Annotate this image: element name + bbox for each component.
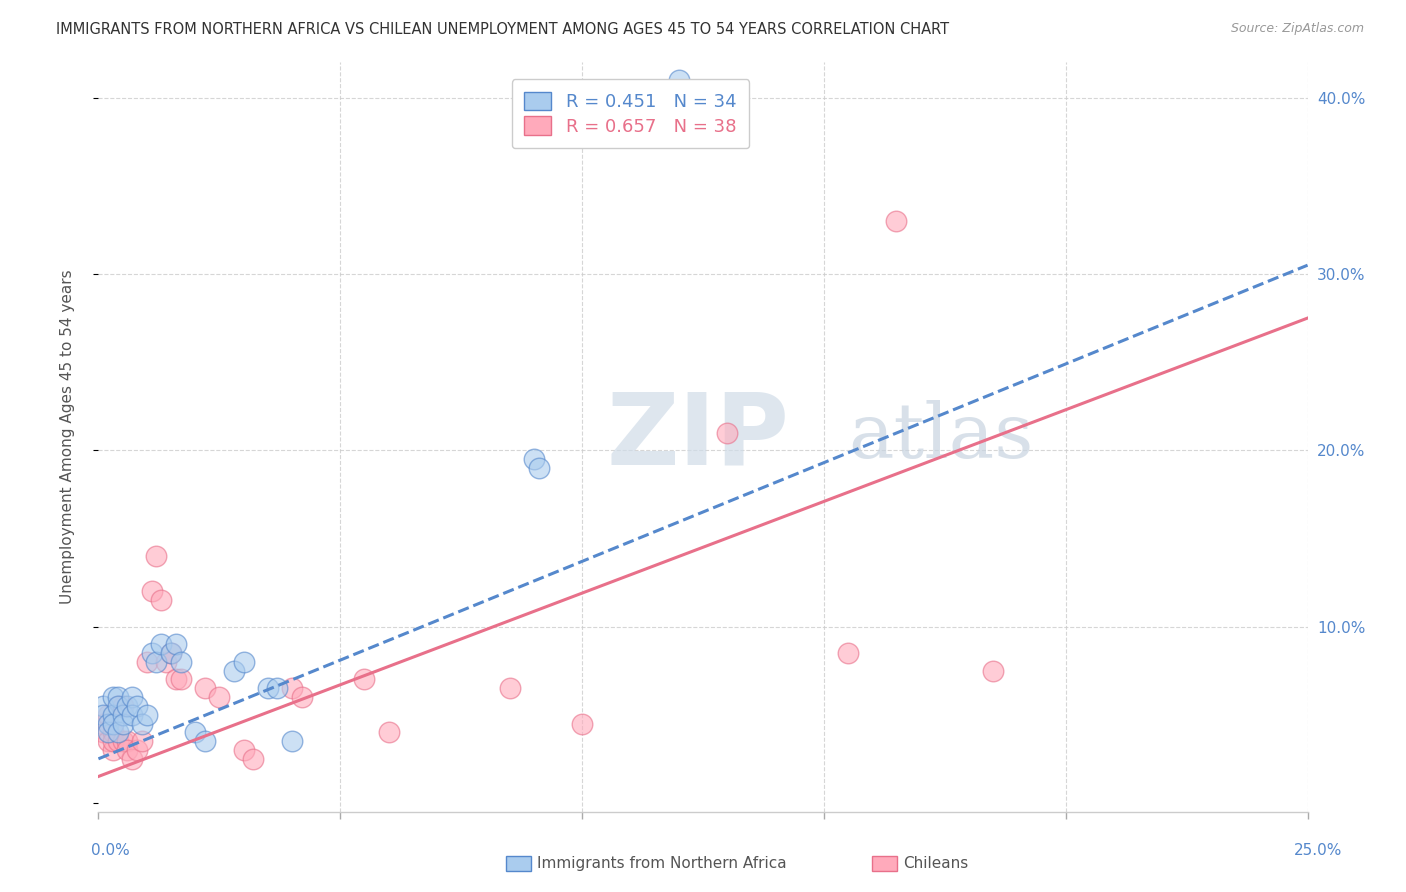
Point: [571, 716, 593, 731]
Point: [194, 734, 217, 748]
Point: [256, 681, 278, 696]
Point: [266, 681, 288, 696]
Point: [169, 655, 191, 669]
Point: [91, 725, 114, 739]
Point: [101, 716, 124, 731]
Point: [121, 690, 143, 705]
FancyBboxPatch shape: [872, 856, 897, 871]
Point: [165, 637, 187, 651]
Point: [155, 655, 177, 669]
Point: [232, 743, 254, 757]
Text: atlas: atlas: [848, 401, 1033, 474]
Point: [91, 698, 114, 713]
Point: [208, 690, 231, 705]
Point: [97, 707, 120, 722]
Point: [101, 734, 124, 748]
Point: [121, 752, 143, 766]
Point: [101, 743, 124, 757]
Text: ZIP: ZIP: [606, 389, 789, 485]
Point: [117, 743, 139, 757]
Y-axis label: Unemployment Among Ages 45 to 54 years: Unemployment Among Ages 45 to 54 years: [60, 269, 75, 605]
Point: [111, 716, 134, 731]
Point: [131, 734, 153, 748]
Point: [281, 734, 304, 748]
Point: [117, 734, 139, 748]
Point: [117, 698, 139, 713]
Point: [377, 725, 399, 739]
Point: [97, 734, 120, 748]
Point: [145, 549, 167, 563]
Point: [111, 698, 134, 713]
Point: [91, 707, 114, 722]
Point: [165, 673, 187, 687]
Text: Chileans: Chileans: [903, 856, 967, 871]
Text: 0.0%: 0.0%: [91, 843, 131, 858]
Point: [111, 707, 134, 722]
Point: [101, 707, 124, 722]
Point: [527, 461, 550, 475]
Point: [981, 664, 1004, 678]
Text: Source: ZipAtlas.com: Source: ZipAtlas.com: [1230, 22, 1364, 36]
Point: [101, 690, 124, 705]
Point: [107, 698, 129, 713]
Point: [141, 584, 163, 599]
Point: [97, 716, 120, 731]
Point: [135, 707, 157, 722]
Point: [150, 593, 173, 607]
Point: [169, 673, 191, 687]
Text: IMMIGRANTS FROM NORTHERN AFRICA VS CHILEAN UNEMPLOYMENT AMONG AGES 45 TO 54 YEAR: IMMIGRANTS FROM NORTHERN AFRICA VS CHILE…: [56, 22, 949, 37]
Point: [184, 725, 207, 739]
Point: [716, 425, 738, 440]
Point: [107, 690, 129, 705]
Point: [353, 673, 375, 687]
Point: [141, 646, 163, 660]
Point: [498, 681, 520, 696]
Point: [160, 646, 183, 660]
Text: 25.0%: 25.0%: [1295, 843, 1343, 858]
Point: [194, 681, 217, 696]
Point: [290, 690, 312, 705]
Point: [150, 637, 173, 651]
Legend: R = 0.451   N = 34, R = 0.657   N = 38: R = 0.451 N = 34, R = 0.657 N = 38: [512, 79, 749, 148]
Point: [101, 725, 124, 739]
Point: [107, 698, 129, 713]
FancyBboxPatch shape: [506, 856, 531, 871]
Point: [668, 73, 690, 87]
Point: [886, 214, 908, 228]
Point: [97, 725, 120, 739]
Point: [127, 698, 149, 713]
Point: [523, 452, 546, 467]
Point: [281, 681, 304, 696]
Point: [145, 655, 167, 669]
Point: [837, 646, 859, 660]
Point: [91, 716, 114, 731]
Point: [111, 734, 134, 748]
Point: [242, 752, 264, 766]
Point: [160, 646, 183, 660]
Point: [107, 734, 129, 748]
Point: [135, 655, 157, 669]
Point: [121, 707, 143, 722]
Point: [131, 716, 153, 731]
Point: [222, 664, 245, 678]
Text: Immigrants from Northern Africa: Immigrants from Northern Africa: [537, 856, 787, 871]
Point: [107, 725, 129, 739]
Point: [232, 655, 254, 669]
Point: [127, 743, 149, 757]
